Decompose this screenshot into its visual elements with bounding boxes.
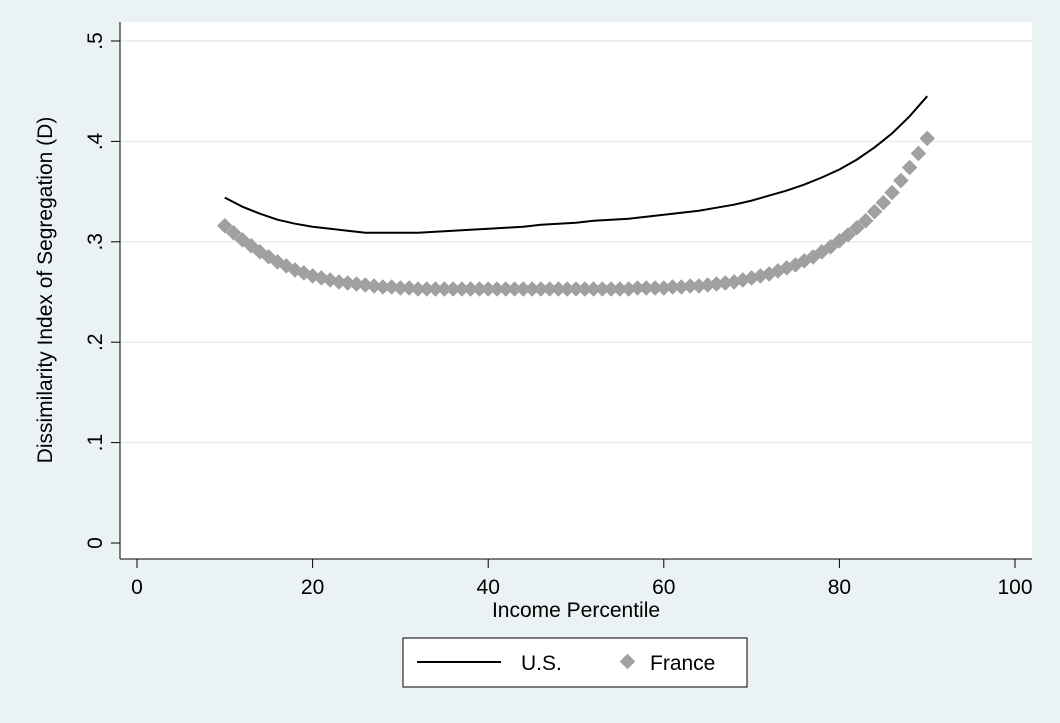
axis-ticks: 0 .1 .2 .3 .4 .5 0 20 40 60 80 100 xyxy=(84,32,1033,599)
x-tick-label: 100 xyxy=(997,576,1032,599)
data-point-france xyxy=(857,212,874,229)
data-point-france xyxy=(217,217,233,234)
data-point-france xyxy=(910,145,927,162)
x-tick-label: 40 xyxy=(477,576,500,599)
data-point-france xyxy=(901,159,918,176)
data-point-france xyxy=(893,172,909,189)
data-point-france xyxy=(919,130,935,147)
data-point-france xyxy=(506,281,523,297)
legend: U.S. France xyxy=(402,637,748,688)
data-point-france xyxy=(884,184,900,201)
legend-label-france: France xyxy=(650,652,715,675)
y-axis-label: Dissimilarity Index of Segregation (D) xyxy=(34,117,57,464)
y-tick-label: .3 xyxy=(84,233,107,251)
y-tick-label: .5 xyxy=(84,32,107,50)
data-point-france xyxy=(840,226,856,243)
data-point-france xyxy=(225,224,242,241)
data-point-france xyxy=(866,203,883,220)
y-tick-label: 0 xyxy=(84,537,107,549)
x-tick-label: 60 xyxy=(652,576,675,599)
y-tick-label: .4 xyxy=(84,132,107,150)
x-axis-label: Income Percentile xyxy=(492,599,660,622)
x-tick-label: 0 xyxy=(131,576,143,599)
series-line-us xyxy=(224,95,928,234)
grid-lines xyxy=(120,40,1032,444)
x-tick-label: 80 xyxy=(828,576,851,599)
y-tick-label: .1 xyxy=(84,434,107,452)
legend-label-us: U.S. xyxy=(521,652,562,675)
data-point-france xyxy=(875,194,892,211)
legend-swatch-france xyxy=(619,653,636,670)
x-tick-label: 20 xyxy=(301,576,324,599)
data-point-france xyxy=(849,219,865,236)
y-tick-label: .2 xyxy=(84,333,107,351)
